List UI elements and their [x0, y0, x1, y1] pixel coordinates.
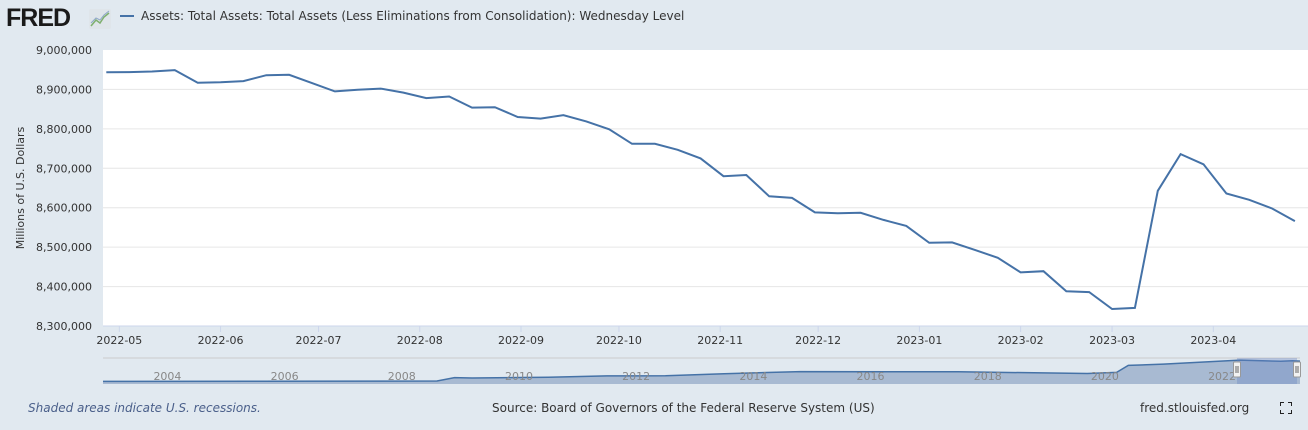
site-link[interactable]: fred.stlouisfed.org	[1140, 401, 1250, 415]
y-tick-label: 9,000,000	[36, 44, 92, 57]
chart: 8,300,000 8,400,000 8,500,000 8,600,000 8,70…	[14, 44, 1308, 384]
y-axis-label: Millions of U.S. Dollars	[14, 126, 27, 249]
navigator-year-label: 2006	[271, 370, 299, 383]
handle-grip-icon	[1235, 366, 1239, 373]
fred-logo[interactable]: FRED	[6, 4, 71, 32]
x-tick-label: 2022-08	[397, 334, 443, 347]
x-tick-label: 2022-05	[96, 334, 142, 347]
y-tick-label: 8,900,000	[36, 83, 92, 96]
x-tick-label: 2022-06	[198, 334, 244, 347]
source-note[interactable]: Source: Board of Governors of the Federa…	[492, 401, 875, 415]
navigator-year-label: 2008	[388, 370, 416, 383]
navigator-right-handle[interactable]	[1293, 361, 1301, 378]
navigator-year-label: 2016	[857, 370, 885, 383]
navigator-year-label: 2010	[505, 370, 533, 383]
navigator-year-label: 2018	[974, 370, 1002, 383]
legend-swatch	[120, 15, 134, 17]
x-tick-label: 2022-11	[697, 334, 743, 347]
series-line[interactable]	[106, 69, 1296, 311]
fullscreen-icon[interactable]	[1279, 401, 1293, 415]
navigator[interactable]: 2004 2006 2008 2010 2012 2014 2016 2018 2020 2022	[102, 357, 1301, 384]
fred-chart-icon	[89, 9, 111, 29]
x-tick-label: 2023-04	[1190, 334, 1236, 347]
x-tick-label: 2023-02	[998, 334, 1044, 347]
y-tick-label: 8,500,000	[36, 241, 92, 254]
x-tick-label: 2023-03	[1089, 334, 1135, 347]
x-tick-label: 2022-12	[795, 334, 841, 347]
navigator-year-label: 2014	[739, 370, 767, 383]
x-tick-label: 2022-09	[498, 334, 544, 347]
navigator-left-handle[interactable]	[1233, 361, 1241, 378]
y-tick-label: 8,600,000	[36, 202, 92, 215]
x-tick-label: 2022-10	[596, 334, 642, 347]
y-tick-label: 8,700,000	[36, 162, 92, 175]
navigator-line	[102, 359, 1301, 383]
plot-area	[103, 50, 1308, 326]
navigator-year-label: 2022	[1208, 370, 1236, 383]
x-tick-label: 2022-07	[296, 334, 342, 347]
navigator-year-label: 2012	[622, 370, 650, 383]
legend-item[interactable]: Assets: Total Assets: Total Assets (Less…	[120, 9, 684, 23]
y-tick-label: 8,300,000	[36, 320, 92, 333]
navigator-year-label: 2020	[1091, 370, 1119, 383]
recession-note: Shaded areas indicate U.S. recessions.	[28, 401, 261, 415]
x-tick-label: 2023-01	[896, 334, 942, 347]
y-tick-label: 8,800,000	[36, 123, 92, 136]
navigator-year-label: 2004	[153, 370, 181, 383]
handle-grip-icon	[1295, 366, 1299, 373]
y-tick-label: 8,400,000	[36, 281, 92, 294]
legend-label: Assets: Total Assets: Total Assets (Less…	[141, 9, 685, 23]
navigator-area	[103, 360, 1300, 384]
navigator-selection	[1237, 358, 1297, 384]
